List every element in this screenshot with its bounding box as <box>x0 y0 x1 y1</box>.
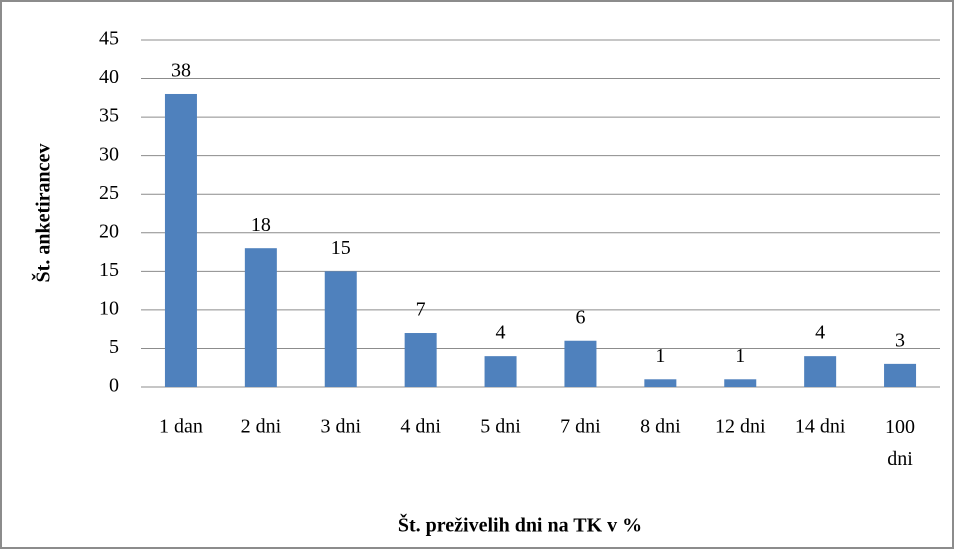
y-tick-label: 0 <box>109 375 119 397</box>
bar <box>324 271 357 387</box>
y-tick-label: 20 <box>99 220 119 242</box>
y-tick-label: 30 <box>99 143 119 165</box>
y-tick-label: 25 <box>99 182 119 204</box>
x-tick-label: 12 dni <box>715 416 766 438</box>
data-label: 1 <box>655 345 665 367</box>
data-label: 15 <box>331 237 351 259</box>
x-tick-label: 7 dni <box>560 416 601 438</box>
y-tick-label: 15 <box>99 259 119 281</box>
data-label: 18 <box>251 214 271 236</box>
y-tick-label: 45 <box>99 28 119 50</box>
bar <box>564 340 597 387</box>
bar <box>484 356 517 387</box>
x-tick-label: 1 dan <box>159 416 203 438</box>
y-tick-label: 35 <box>99 105 119 127</box>
data-label: 6 <box>575 306 585 328</box>
x-tick-label: 2 dni <box>241 416 282 438</box>
bar <box>244 248 277 387</box>
bar <box>884 363 917 387</box>
bar <box>644 379 677 387</box>
bar <box>804 356 837 387</box>
data-label: 3 <box>895 329 905 351</box>
x-tick-label: 5 dni <box>480 416 521 438</box>
y-tick-label: 10 <box>99 297 119 319</box>
x-tick-label: 14 dni <box>795 416 846 438</box>
bar <box>164 93 197 387</box>
data-label: 4 <box>815 322 825 344</box>
data-label: 7 <box>416 299 426 321</box>
y-tick-label: 40 <box>99 66 119 88</box>
x-tick-label: 8 dni <box>640 416 681 438</box>
x-tick-label: 3 dni <box>320 416 361 438</box>
data-label: 38 <box>171 60 191 82</box>
data-label: 4 <box>496 322 506 344</box>
bar <box>404 333 437 387</box>
x-axis-title: Št. preživelih dni na TK v % <box>398 513 642 537</box>
bar <box>724 379 757 387</box>
y-tick-label: 5 <box>109 336 119 358</box>
x-tick-label: 100 dni <box>885 416 915 470</box>
y-axis-title: Št. anketirancev <box>31 144 55 283</box>
x-tick-label: 4 dni <box>400 416 441 438</box>
data-label: 1 <box>735 345 745 367</box>
